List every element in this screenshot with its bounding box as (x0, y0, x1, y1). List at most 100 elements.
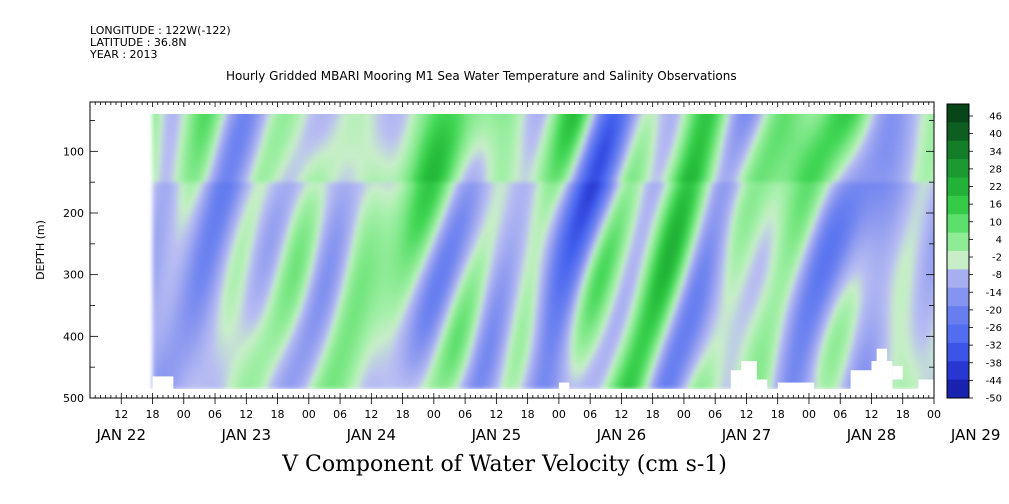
heatmap-cell (283, 105, 286, 109)
heatmap-cell (176, 108, 179, 112)
heatmap-cell (168, 108, 171, 112)
heatmap-cell (257, 105, 260, 109)
heatmap-cell (163, 108, 166, 112)
heatmap-cell (280, 105, 283, 109)
heatmap-cell (163, 105, 166, 109)
heatmap-cell (267, 102, 270, 106)
heatmap-cell (155, 105, 158, 109)
heatmap-cell (259, 108, 262, 112)
heatmap-cell (194, 102, 197, 106)
heatmap-cell (283, 102, 286, 106)
heatmap-cell (225, 102, 228, 106)
heatmap-cell (205, 102, 208, 106)
heatmap-cell (189, 102, 192, 106)
heatmap-cell (259, 105, 262, 109)
heatmap-cell (202, 108, 205, 112)
heatmap-cell (179, 108, 182, 112)
heatmap-cell (184, 105, 187, 109)
heatmap-cell (202, 105, 205, 109)
heatmap-cell (160, 105, 163, 109)
heatmap-cell (166, 105, 169, 109)
heatmap-cell (231, 108, 234, 112)
heatmap-cell (236, 108, 239, 112)
heatmap-cell (225, 108, 228, 112)
heatmap-cell (199, 102, 202, 106)
heatmap-cell (153, 108, 156, 112)
heatmap-cell (223, 108, 226, 112)
heatmap-cell (233, 108, 236, 112)
heatmap-cell (223, 105, 226, 109)
heatmap-cell (184, 102, 187, 106)
heatmap-cell (160, 108, 163, 112)
heatmap-cell (220, 108, 223, 112)
heatmap-cell (212, 108, 215, 112)
heatmap-cell (244, 108, 247, 112)
heatmap-cell (225, 105, 228, 109)
heatmap-cell (176, 105, 179, 109)
heatmap-cell (236, 102, 239, 106)
heatmap-field (153, 102, 987, 389)
heatmap-cell (267, 105, 270, 109)
heatmap-cell (285, 105, 288, 109)
heatmap-cell (173, 108, 176, 112)
heatmap-cell (278, 102, 281, 106)
heatmap-cell (210, 108, 213, 112)
heatmap-cell (291, 108, 294, 112)
heatmap-cell (215, 105, 218, 109)
heatmap-cell (228, 105, 231, 109)
heatmap-cell (238, 105, 241, 109)
heatmap-cell (252, 108, 255, 112)
heatmap-cell (192, 105, 195, 109)
heatmap-cell (228, 108, 231, 112)
heatmap-cell (207, 105, 210, 109)
heatmap-cell (283, 108, 286, 112)
heatmap-cell (249, 105, 252, 109)
heatmap-cell (163, 102, 166, 106)
heatmap-cell (173, 102, 176, 106)
heatmap-cell (218, 105, 221, 109)
heatmap-cell (153, 102, 156, 106)
heatmap-cell (194, 105, 197, 109)
heatmap-cell (192, 108, 195, 112)
heatmap-cell (181, 108, 184, 112)
heatmap-cell (210, 105, 213, 109)
heatmap-cell (179, 105, 182, 109)
heatmap-cell (215, 108, 218, 112)
heatmap-cell (189, 108, 192, 112)
heatmap-cell (275, 108, 278, 112)
heatmap-cell (241, 102, 244, 106)
heatmap-cell (184, 108, 187, 112)
heatmap-cell (153, 105, 156, 109)
heatmap-cell (272, 108, 275, 112)
heatmap-cell (197, 105, 200, 109)
heatmap-cell (189, 105, 192, 109)
heatmap-cell (272, 105, 275, 109)
heatmap-cell (288, 105, 291, 109)
heatmap-cell (186, 108, 189, 112)
heatmap-cell (285, 108, 288, 112)
heatmap-cell (291, 105, 294, 109)
heatmap-cell (197, 108, 200, 112)
heatmap-cell (171, 105, 174, 109)
heatmap-cell (262, 102, 265, 106)
heatmap-cell (155, 108, 158, 112)
heatmap-cell (231, 102, 234, 106)
heatmap-cell (241, 105, 244, 109)
heatmap-cell (265, 108, 268, 112)
heatmap-cell (207, 108, 210, 112)
heatmap-cell (168, 102, 171, 106)
heatmap-cell (231, 105, 234, 109)
heatmap-cell (252, 102, 255, 106)
heatmap-cell (220, 105, 223, 109)
heatmap-cell (199, 108, 202, 112)
heatmap-cell (246, 108, 249, 112)
heatmap-cell (233, 105, 236, 109)
heatmap-cell (288, 102, 291, 106)
heatmap-cell (186, 105, 189, 109)
heatmap-cell (171, 108, 174, 112)
heatmap-cell (246, 105, 249, 109)
heatmap-cell (257, 108, 260, 112)
heatmap-cell (241, 108, 244, 112)
heatmap-cell (179, 102, 182, 106)
